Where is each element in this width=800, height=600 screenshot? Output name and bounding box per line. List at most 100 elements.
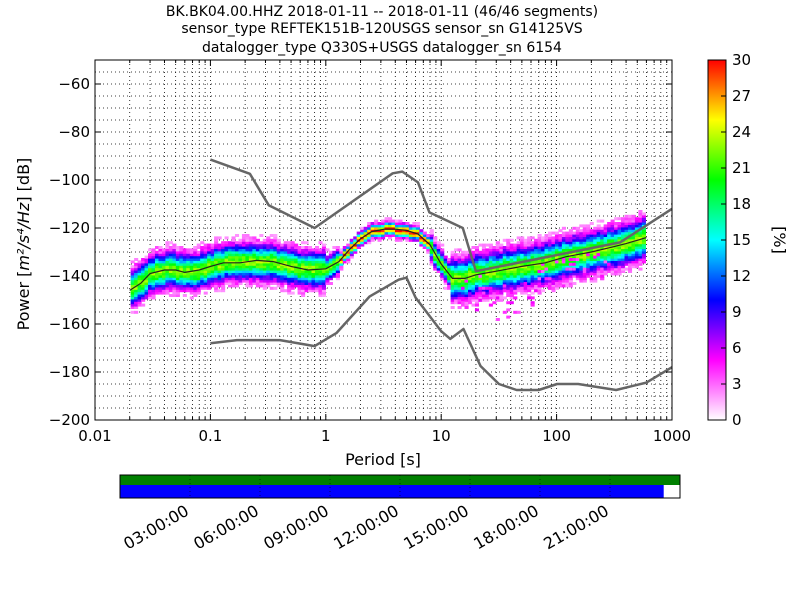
psd-cell: [433, 265, 438, 269]
psd-cell: [450, 289, 455, 293]
psd-cell: [161, 274, 167, 278]
psd-cell: [137, 298, 142, 302]
psd-cell: [182, 274, 187, 278]
psd-cell: [478, 265, 483, 269]
psd-cell: [238, 265, 243, 269]
psd-cell: [231, 243, 236, 247]
psd-cell: [544, 236, 549, 240]
psd-cell: [301, 279, 306, 283]
psd-cell: [217, 255, 222, 259]
psd-cell: [252, 267, 257, 271]
psd-cell: [499, 255, 504, 259]
psd-cell: [461, 260, 466, 264]
psd-cell: [231, 248, 236, 252]
psd-cell: [614, 238, 619, 242]
psd-cell-outlier: [474, 303, 480, 307]
psd-cell: [207, 272, 212, 276]
psd-cell: [509, 246, 514, 249]
psd-cell: [287, 262, 292, 266]
psd-cell: [217, 289, 222, 293]
psd-cell: [596, 262, 601, 266]
psd-cell: [631, 224, 636, 228]
psd-cell: [280, 272, 285, 276]
psd-cell: [631, 236, 636, 240]
psd-cell: [325, 265, 330, 269]
psd-cell: [262, 274, 267, 278]
psd-cell: [287, 267, 292, 271]
psd-cell: [530, 265, 535, 269]
psd-cell: [638, 260, 643, 264]
psd-cell-outlier: [541, 262, 546, 266]
psd-cell: [141, 277, 146, 281]
psd-cell: [614, 267, 619, 271]
psd-cell: [221, 277, 226, 281]
psd-cell: [429, 231, 434, 235]
psd-cell: [391, 229, 396, 233]
psd-cell: [634, 231, 640, 235]
psd-cell-outlier: [534, 289, 539, 293]
psd-cell: [332, 270, 337, 273]
psd-cell: [175, 270, 180, 273]
psd-cell: [492, 262, 497, 266]
psd-cell: [238, 253, 243, 257]
psd-cell: [168, 255, 173, 259]
psd-cell: [168, 241, 173, 245]
psd-cell: [471, 253, 476, 257]
psd-cell: [523, 279, 528, 283]
psd-cell: [318, 253, 323, 257]
psd-cell-outlier: [603, 260, 608, 264]
psd-cell: [308, 286, 313, 290]
psd-cell: [506, 246, 511, 249]
psd-cell: [464, 277, 469, 281]
psd-cell: [262, 282, 267, 285]
y-tick-label: −80: [58, 123, 90, 141]
psd-cell: [474, 253, 480, 257]
psd-cell: [255, 258, 260, 261]
psd-cell: [634, 246, 640, 249]
psd-cell-outlier: [461, 298, 466, 302]
psd-cell: [579, 224, 584, 228]
psd-cell: [335, 277, 340, 281]
psd-cell: [582, 253, 587, 257]
psd-cell: [523, 243, 528, 247]
psd-cell: [596, 267, 601, 271]
psd-cell: [353, 250, 358, 254]
psd-cell: [641, 238, 646, 242]
psd-cell-outlier: [572, 267, 577, 271]
psd-cell: [210, 267, 215, 271]
psd-cell: [158, 253, 163, 257]
psd-cell: [447, 284, 452, 288]
psd-cell: [627, 260, 633, 264]
psd-cell: [607, 234, 612, 237]
psd-cell: [245, 284, 250, 288]
psd-cell: [134, 306, 139, 309]
psd-cell: [551, 236, 556, 240]
y-axis-ticks: −200−180−160−140−120−100−80−60: [49, 75, 672, 429]
psd-cell: [234, 248, 240, 252]
psd-cell: [554, 279, 560, 283]
psd-cell: [151, 267, 156, 271]
psd-cell: [179, 262, 184, 266]
psd-cell: [200, 248, 205, 252]
psd-cell: [429, 255, 434, 259]
psd-cell: [266, 238, 271, 242]
psd-cell: [301, 250, 306, 254]
psd-cell: [485, 282, 490, 285]
psd-cell: [311, 265, 316, 269]
psd-cell: [481, 243, 486, 247]
psd-cell: [579, 262, 584, 266]
psd-cell: [527, 241, 532, 245]
psd-cell: [154, 260, 160, 264]
psd-cell: [467, 270, 473, 273]
psd-cell: [137, 270, 142, 273]
psd-cell: [554, 238, 560, 242]
colorbar-label: [%]: [770, 226, 789, 254]
psd-cell: [544, 253, 549, 257]
psd-cell: [144, 284, 149, 288]
psd-cell: [600, 236, 605, 240]
psd-cell: [579, 260, 584, 264]
psd-cell: [200, 262, 205, 266]
psd-cell: [332, 260, 337, 264]
psd-cell-outlier: [481, 286, 486, 290]
psd-cell: [565, 246, 570, 249]
